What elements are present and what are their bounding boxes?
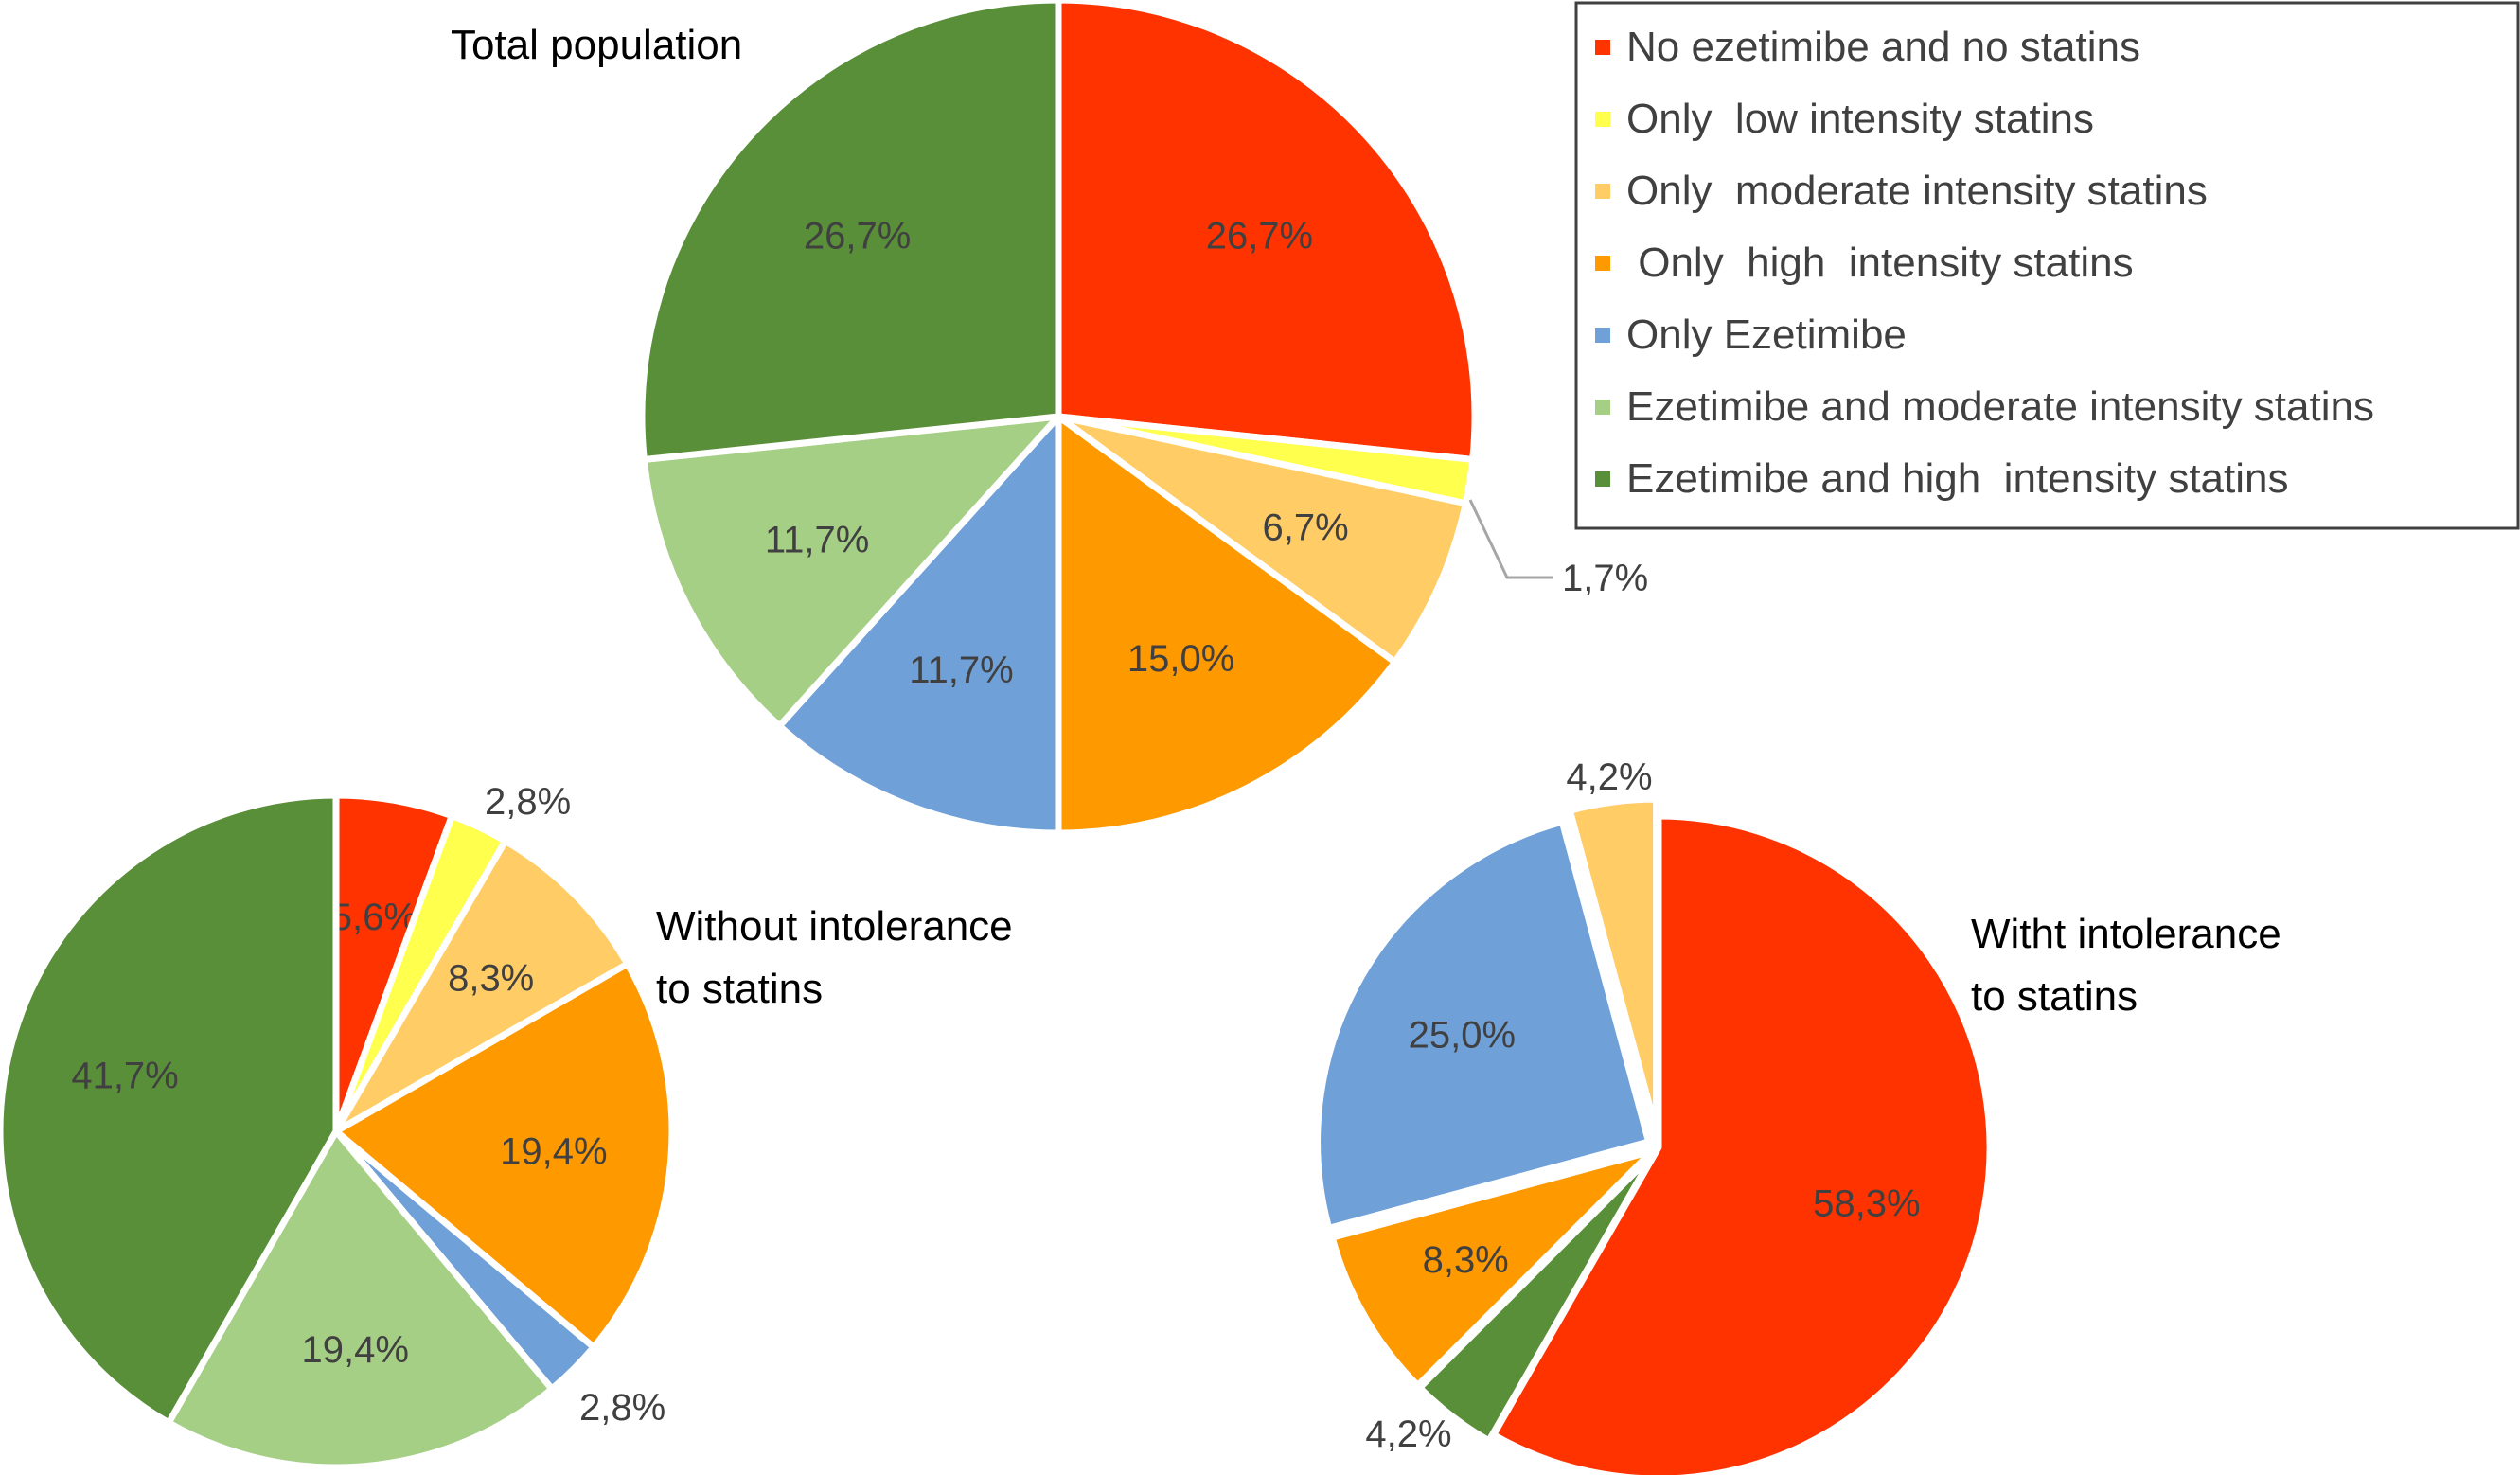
legend-item-ezetimibe-and-moderate-intensity-statins: Ezetimibe and moderate intensity statins (1595, 383, 2374, 430)
legend-label: Only Ezetimibe (1626, 311, 1907, 358)
pie-chart-2: 5,6% 2,8% 8,3% 19,4% 2,8% 19,4% 41,7% Without i… (0, 781, 1013, 1471)
legend-label: Only moderate intensity statins (1626, 168, 2208, 214)
data-label: 1,7% (1562, 558, 1648, 599)
data-label: 5,6% (331, 897, 417, 938)
legend-swatch (1595, 471, 1610, 487)
data-label: 26,7% (804, 215, 911, 257)
chart-title: Without intolerance (656, 903, 1013, 950)
legend-frame (1574, 1, 2520, 530)
data-label: 19,4% (500, 1130, 607, 1172)
data-label: 58,3% (1813, 1183, 1920, 1225)
legend-item-only-moderate-intensity-statins: Only moderate intensity statins (1595, 168, 2208, 214)
legend-label: No ezetimibe and no statins (1626, 24, 2140, 70)
chart-title: Total population (451, 22, 742, 68)
slice-only-moderate-intensity-statins (1055, 413, 1469, 666)
data-label: 11,7% (765, 520, 869, 561)
legend-item-only-low-intensity-statins: Only low intensity statins (1595, 96, 2094, 142)
chart-title: Witht intolerance (1971, 911, 2281, 957)
data-label: 6,7% (1263, 507, 1349, 549)
pies-layer: 26,7% 1,7% 6,7% 15,0% 11,7% 11,7% 26,7% Total p… (0, 0, 2281, 1475)
data-label: 8,3% (448, 957, 534, 999)
data-label: 4,2% (1566, 756, 1652, 798)
legend-swatch (1595, 400, 1610, 415)
data-label: 26,7% (1206, 215, 1313, 257)
slice-only-ezetimibe (1314, 818, 1653, 1232)
legend-label: Ezetimibe and high intensity statins (1626, 455, 2289, 502)
slice-only-moderate-intensity-statins (1566, 795, 1660, 1134)
slice-only-high-intensity-statins (1055, 413, 1398, 837)
data-label: 2,8% (579, 1387, 665, 1429)
slice-only-high-intensity-statins (1328, 1147, 1656, 1389)
slice-ezetimibe-and-high-intensity-statins (0, 791, 340, 1427)
legend-label: Only low intensity statins (1626, 96, 2094, 142)
legend-swatch (1595, 184, 1610, 199)
slice-ezetimibe-and-moderate-intensity-statins (640, 413, 1062, 730)
data-label: 19,4% (302, 1329, 409, 1371)
slice-only-ezetimibe (775, 413, 1062, 837)
legend-swatch (1595, 256, 1610, 271)
legend-swatch (1595, 112, 1610, 127)
legend-item-only-high-intensity-statins: Only high intensity statins (1595, 240, 2134, 286)
slice-no-ezetimibe-and-no-statins (1490, 812, 1994, 1475)
data-label: 15,0% (1127, 638, 1234, 680)
legend-item-no-ezetimibe-and-no-statins: No ezetimibe and no statins (1595, 24, 2140, 70)
data-label: 41,7% (71, 1056, 178, 1097)
slice-ezetimibe-and-high-intensity-statins (638, 0, 1062, 463)
chart-title: to statins (1971, 973, 2138, 1020)
leader-line (1468, 499, 1553, 579)
slice-no-ezetimibe-and-no-statins (1055, 0, 1479, 463)
legend-swatch (1595, 40, 1610, 55)
data-label: 8,3% (1423, 1239, 1509, 1281)
legend: No ezetimibe and no statins Only low inte… (1574, 1, 2520, 530)
pie-chart-1: 26,7% 1,7% 6,7% 15,0% 11,7% 11,7% 26,7% Total p… (451, 0, 1648, 837)
legend-item-only-ezetimibe: Only Ezetimibe (1595, 311, 1907, 358)
data-label: 11,7% (909, 649, 1013, 691)
legend-items: No ezetimibe and no statins Only low inte… (1595, 24, 2374, 502)
slice-only-moderate-intensity-statins (332, 837, 631, 1135)
legend-item-ezetimibe-and-high-intensity-statins: Ezetimibe and high intensity statins (1595, 455, 2289, 502)
data-label: 25,0% (1409, 1015, 1516, 1057)
data-label: 2,8% (485, 781, 571, 823)
legend-swatch (1595, 328, 1610, 343)
legend-label: Ezetimibe and moderate intensity statins (1626, 383, 2374, 430)
slice-only-high-intensity-statins (332, 960, 676, 1351)
legend-label: Only high intensity statins (1626, 240, 2134, 286)
slice-ezetimibe-and-moderate-intensity-statins (165, 1128, 556, 1471)
pie-chart-3: 58,3% 4,2% 8,3% 25,0% 4,2% Witht intolerance t… (1314, 756, 2281, 1475)
data-label: 4,2% (1365, 1413, 1451, 1455)
chart-title: to statins (656, 966, 823, 1012)
